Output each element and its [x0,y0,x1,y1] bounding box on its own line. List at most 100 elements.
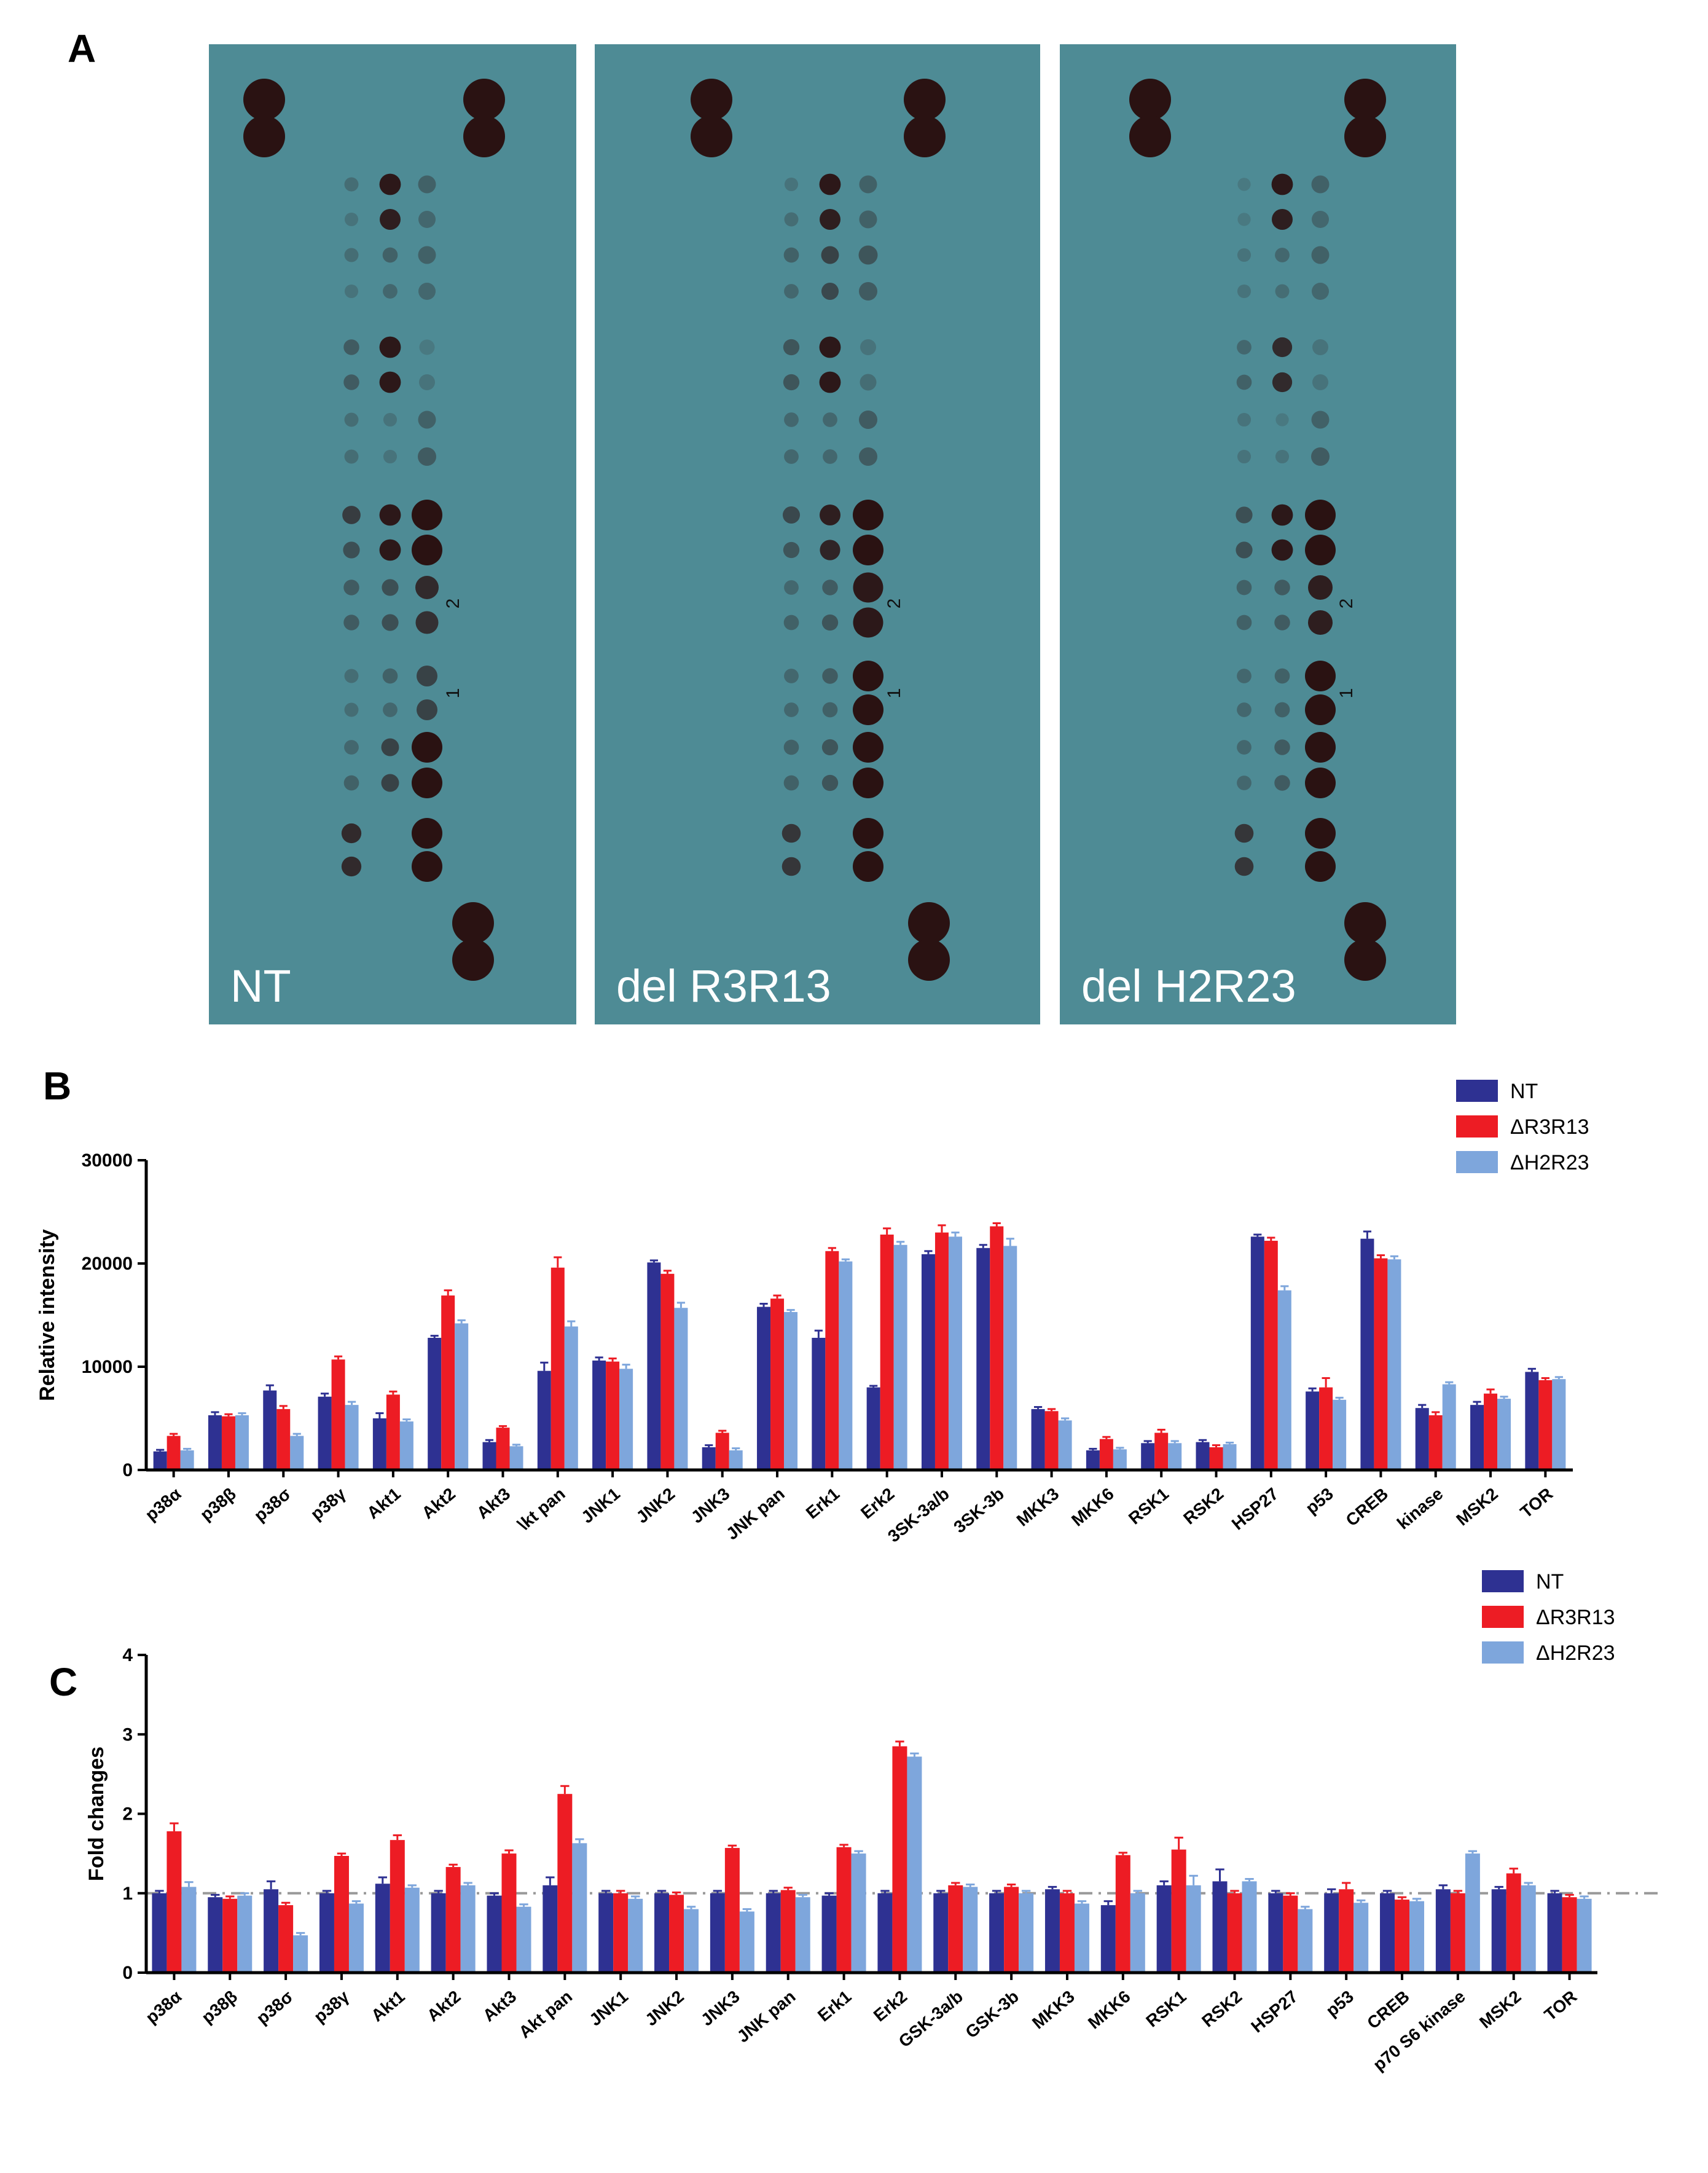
blot-spot [1275,413,1289,426]
blot-spot [382,247,398,263]
blot-spot [412,768,442,798]
blot-spot [819,371,841,393]
reference-spot [691,116,732,157]
bar-h2r23 [628,1898,643,1973]
bar-h2r23 [1521,1885,1536,1973]
blot-spot [418,246,436,264]
x-tick-label: JNK3 [688,1484,734,1527]
blot-spot [344,449,359,464]
blot-spot [415,611,439,634]
bar-nt [757,1307,771,1470]
blot-spot [412,732,442,763]
blot-spot [1308,575,1333,600]
bar-nt [152,1893,167,1973]
reference-spot [904,116,946,157]
bar-h2r23 [1577,1898,1592,1973]
blot-spot [783,775,799,791]
blot-spot [382,614,399,631]
blot-spot [1237,178,1251,191]
blot-spot [1274,775,1290,791]
panel-label-a: A [68,26,96,71]
bar-nt [1360,1238,1374,1470]
bar-r3r13 [1374,1258,1388,1470]
blot-spot [821,739,839,756]
x-tick-label: GSK-3b [962,1987,1022,2042]
legend-swatch-nt [1482,1570,1524,1592]
blot-spot [784,702,799,717]
blot-membrane-1: 2 1 NT [209,44,576,1024]
bar-r3r13 [166,1436,181,1470]
blot-spot [784,580,799,595]
bar-h2r23 [1242,1881,1257,1973]
x-tick-label: Akt2 [418,1484,459,1523]
blot-spot [1237,248,1252,262]
blot-spot [1305,535,1336,565]
bar-nt [710,1893,725,1973]
reference-spot [243,116,285,157]
blot-mark-2: 2 [443,599,463,609]
blot-spot [1274,668,1290,684]
y-tick-label: 1 [122,1884,133,1904]
blot-spot [1237,776,1252,790]
blot-spot [784,412,799,427]
blot-spot [412,851,442,882]
blot-spot [853,768,883,798]
bar-r3r13 [880,1234,894,1470]
blot-spot [379,504,401,526]
blot-spot [1237,449,1252,464]
bar-nt [372,1418,386,1470]
bar-h2r23 [509,1446,523,1470]
blot-mark-1: 1 [1336,688,1357,699]
blot-spot [344,412,359,427]
bar-h2r23 [619,1369,633,1470]
blot-spot [860,374,877,391]
bar-h2r23 [1552,1379,1566,1470]
bar-h2r23 [564,1326,578,1470]
x-tick-label: RSK1 [1142,1987,1189,2031]
bar-r3r13 [1004,1887,1019,1973]
bar-nt [921,1254,935,1470]
x-tick-label: MKK3 [1028,1987,1078,2033]
bar-r3r13 [892,1746,907,1973]
bar-r3r13 [441,1295,455,1470]
legend-swatch-h2r23 [1456,1151,1498,1173]
bar-nt [208,1897,223,1973]
blot-spot [1237,284,1252,299]
bar-nt [647,1262,661,1470]
bar-r3r13 [825,1251,839,1470]
bar-h2r23 [235,1415,249,1470]
blot-spot [1305,694,1336,725]
bar-nt [821,1895,837,1973]
legend-swatch-r3r13 [1456,1115,1498,1138]
blot-spot [383,412,398,427]
bar-nt [1324,1893,1339,1973]
x-tick-label: Akt2 [423,1987,464,2026]
bar-nt [1086,1450,1100,1470]
blot-spot [1237,702,1252,717]
bar-r3r13 [948,1885,963,1973]
x-tick-label: p38γ [310,1987,353,2027]
x-tick-label: Akt1 [367,1987,408,2026]
panel-label-b: B [43,1064,72,1108]
bar-r3r13 [1044,1411,1059,1470]
legend-label-nt: NT [1510,1080,1538,1103]
blot-spot [381,774,399,792]
blot-mark-1: 1 [884,688,904,699]
bar-nt [1196,1442,1210,1470]
bar-h2r23 [1277,1290,1291,1470]
blot-spot [853,661,883,691]
bar-r3r13 [1506,1873,1521,1973]
bar-nt [318,1396,332,1470]
x-tick-label: kinase [1393,1484,1447,1533]
blot-spot [823,449,837,464]
bar-r3r13 [1319,1387,1333,1470]
y-tick-label: 4 [122,1645,133,1665]
bar-nt [877,1893,893,1973]
blot-spot [821,614,839,631]
legend-label-nt: NT [1536,1570,1564,1593]
bar-r3r13 [1484,1393,1498,1470]
bar-r3r13 [166,1831,182,1973]
reference-spot [1129,116,1171,157]
reference-spot [1129,79,1171,120]
